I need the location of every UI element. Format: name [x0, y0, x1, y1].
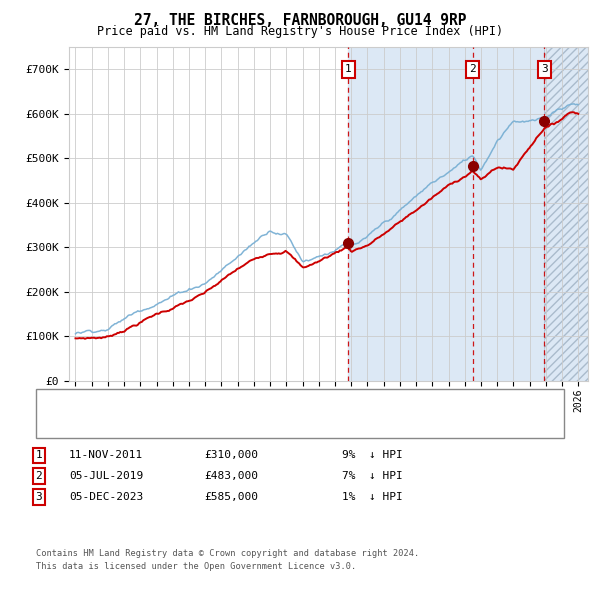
Text: Contains HM Land Registry data © Crown copyright and database right 2024.: Contains HM Land Registry data © Crown c… [36, 549, 419, 558]
Text: 2: 2 [35, 471, 43, 481]
Text: £585,000: £585,000 [204, 492, 258, 502]
Text: 1: 1 [35, 451, 43, 460]
Text: HPI: Average price, detached house, Rushmoor: HPI: Average price, detached house, Rush… [87, 425, 362, 434]
Bar [544, 47, 588, 381]
Bar [349, 47, 544, 381]
Text: 1: 1 [345, 64, 352, 74]
Text: ——: —— [54, 406, 85, 421]
Text: 11-NOV-2011: 11-NOV-2011 [69, 451, 143, 460]
Text: 05-JUL-2019: 05-JUL-2019 [69, 471, 143, 481]
Text: 27, THE BIRCHES, FARNBOROUGH, GU14 9RP: 27, THE BIRCHES, FARNBOROUGH, GU14 9RP [134, 13, 466, 28]
Text: ——: —— [54, 422, 85, 437]
Text: 27, THE BIRCHES, FARNBOROUGH, GU14 9RP (detached house): 27, THE BIRCHES, FARNBOROUGH, GU14 9RP (… [87, 409, 431, 418]
Text: Price paid vs. HM Land Registry's House Price Index (HPI): Price paid vs. HM Land Registry's House … [97, 25, 503, 38]
Text: £310,000: £310,000 [204, 451, 258, 460]
Text: 2: 2 [469, 64, 476, 74]
Text: 3: 3 [35, 492, 43, 502]
Text: 05-DEC-2023: 05-DEC-2023 [69, 492, 143, 502]
Text: 1%  ↓ HPI: 1% ↓ HPI [342, 492, 403, 502]
Text: This data is licensed under the Open Government Licence v3.0.: This data is licensed under the Open Gov… [36, 562, 356, 571]
Text: 3: 3 [541, 64, 548, 74]
Text: 9%  ↓ HPI: 9% ↓ HPI [342, 451, 403, 460]
Text: £483,000: £483,000 [204, 471, 258, 481]
Text: 7%  ↓ HPI: 7% ↓ HPI [342, 471, 403, 481]
